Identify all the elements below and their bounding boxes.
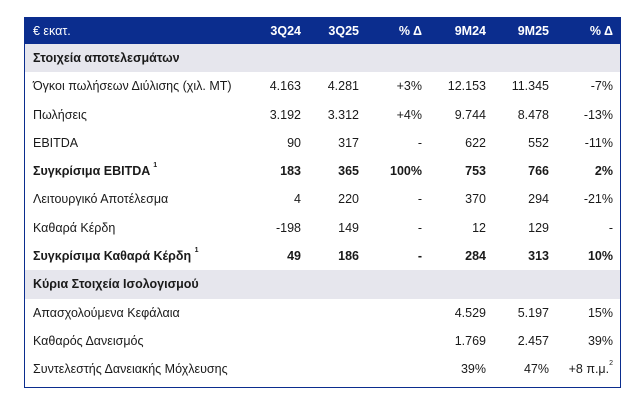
- table-row: Απασχολούμενα Κεφάλαια 4.529 5.197 15%: [25, 299, 620, 327]
- cell-value: 552: [528, 135, 549, 150]
- col-header: 9M25: [517, 24, 549, 38]
- cell-value: -: [417, 249, 422, 264]
- cell-value: 294: [528, 192, 549, 207]
- cell-value: 3.192: [269, 107, 301, 122]
- cell-value: -21%: [583, 192, 613, 207]
- table-row: EBITDA 90 317 - 622 552 -11%: [25, 129, 620, 157]
- table-row: Συγκρίσιμα EBITDA 1 183 365 100% 753 766 2%: [25, 157, 620, 185]
- col-header: % Δ: [589, 24, 613, 38]
- cell-value: -: [417, 135, 422, 150]
- col-header: 3Q25: [328, 24, 359, 38]
- col-header: 9M24: [454, 24, 486, 38]
- unit-label: € εκατ.: [33, 24, 71, 38]
- cell-value: 186: [338, 249, 359, 264]
- table-row: Καθαρά Κέρδη -198 149 - 12 129 -: [25, 214, 620, 242]
- cell-value: 2%: [594, 164, 613, 179]
- cell-value: 622: [465, 135, 486, 150]
- cell-value: -: [417, 220, 422, 235]
- cell-value: 49: [287, 249, 301, 264]
- cell-value: 149: [338, 220, 359, 235]
- table-row: Καθαρός Δανεισμός 1.769 2.457 39%: [25, 327, 620, 355]
- cell-value: 183: [280, 164, 301, 179]
- section-header: Στοιχεία αποτελεσμάτων: [25, 44, 620, 73]
- cell-value: 3.312: [327, 107, 359, 122]
- cell-value: -198: [275, 220, 301, 235]
- cell-value: 11.345: [511, 79, 549, 94]
- cell-value: 220: [338, 192, 359, 207]
- cell-value: 39%: [587, 333, 613, 348]
- cell-value: 12.153: [447, 79, 486, 94]
- table-header: € εκατ. 3Q24 3Q25 % Δ 9M24 9M25 % Δ: [25, 18, 620, 44]
- col-header: % Δ: [398, 24, 422, 38]
- cell-value: 9.744: [454, 107, 486, 122]
- cell-value: -7%: [590, 79, 613, 94]
- section-header: Κύρια Στοιχεία Ισολογισμού: [25, 270, 620, 299]
- cell-value: 365: [338, 164, 359, 179]
- cell-value: 370: [465, 192, 486, 207]
- row-label: EBITDA: [33, 135, 79, 150]
- row-label: Όγκοι πωλήσεων Διύλισης (χιλ. MT): [33, 79, 232, 94]
- row-label: Απασχολούμενα Κεφάλαια: [33, 305, 180, 320]
- cell-value: 5.197: [517, 305, 549, 320]
- cell-value: 2.457: [517, 333, 549, 348]
- cell-value: 4: [294, 192, 301, 207]
- cell-value: 4.529: [454, 305, 486, 320]
- cell-value: 12: [472, 220, 486, 235]
- table-row: Λειτουργικό Αποτέλεσμα 4 220 - 370 294 -21%: [25, 185, 620, 213]
- section-title: Στοιχεία αποτελεσμάτων: [33, 51, 180, 65]
- row-label: Συγκρίσιμα Καθαρά Κέρδη 1: [33, 247, 199, 264]
- cell-value: 10%: [587, 249, 613, 264]
- cell-value: 90: [287, 135, 301, 150]
- cell-value: +3%: [396, 79, 422, 94]
- cell-value: +4%: [396, 107, 422, 122]
- table-row: Πωλήσεις 3.192 3.312 +4% 9.744 8.478 -13%: [25, 101, 620, 129]
- cell-value: 8.478: [517, 107, 549, 122]
- cell-value: 753: [465, 164, 486, 179]
- footnote-mark: 1: [194, 247, 199, 255]
- row-label: Λειτουργικό Αποτέλεσμα: [33, 192, 169, 207]
- cell-value: 100%: [390, 164, 422, 179]
- financial-results-table: € εκατ. 3Q24 3Q25 % Δ 9M24 9M25 % Δ Στοι…: [24, 17, 621, 388]
- row-label: Καθαρός Δανεισμός: [33, 333, 144, 348]
- cell-value: +8 π.μ.2: [568, 360, 613, 377]
- row-label: Πωλήσεις: [33, 107, 87, 122]
- cell-value: -11%: [584, 135, 613, 150]
- cell-value: -: [417, 192, 422, 207]
- row-label: Καθαρά Κέρδη: [33, 220, 116, 235]
- footnote-mark: 2: [609, 360, 613, 368]
- cell-value: 766: [528, 164, 549, 179]
- row-label: Συγκρίσιμα EBITDA 1: [33, 162, 158, 179]
- col-header: 3Q24: [270, 24, 301, 38]
- section-title: Κύρια Στοιχεία Ισολογισμού: [33, 277, 199, 292]
- cell-value: 4.163: [269, 79, 301, 94]
- table-row: Όγκοι πωλήσεων Διύλισης (χιλ. MT) 4.163 4.…: [25, 72, 620, 100]
- cell-value: 129: [528, 220, 549, 235]
- cell-value: 39%: [460, 362, 486, 377]
- cell-value: -: [608, 220, 613, 235]
- cell-value: 15%: [587, 305, 613, 320]
- cell-value: 284: [465, 249, 486, 264]
- cell-value: -13%: [583, 107, 613, 122]
- row-label: Συντελεστής Δανειακής Μόχλευσης: [33, 362, 228, 377]
- cell-value: 47%: [523, 362, 549, 377]
- cell-value: 313: [528, 249, 549, 264]
- cell-value: 4.281: [327, 79, 359, 94]
- table-row: Συγκρίσιμα Καθαρά Κέρδη 1 49 186 - 284 313 10%: [25, 242, 620, 270]
- footnote-mark: 1: [153, 162, 158, 170]
- table-row: Συντελεστής Δανειακής Μόχλευσης 39% 47% +8 …: [25, 355, 620, 383]
- cell-value: 317: [338, 135, 359, 150]
- cell-value: 1.769: [454, 333, 486, 348]
